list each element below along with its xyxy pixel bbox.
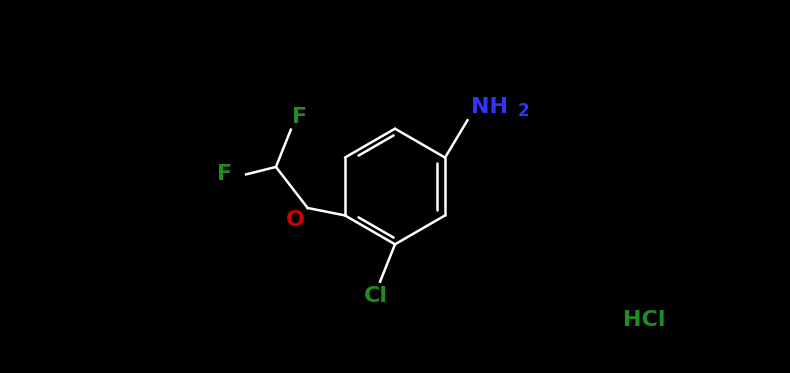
Text: F: F bbox=[216, 164, 232, 184]
Text: HCl: HCl bbox=[623, 310, 665, 330]
Text: F: F bbox=[292, 107, 307, 127]
Text: O: O bbox=[285, 210, 304, 230]
Text: Cl: Cl bbox=[364, 286, 388, 306]
Text: NH: NH bbox=[471, 97, 508, 117]
Text: 2: 2 bbox=[517, 101, 529, 119]
